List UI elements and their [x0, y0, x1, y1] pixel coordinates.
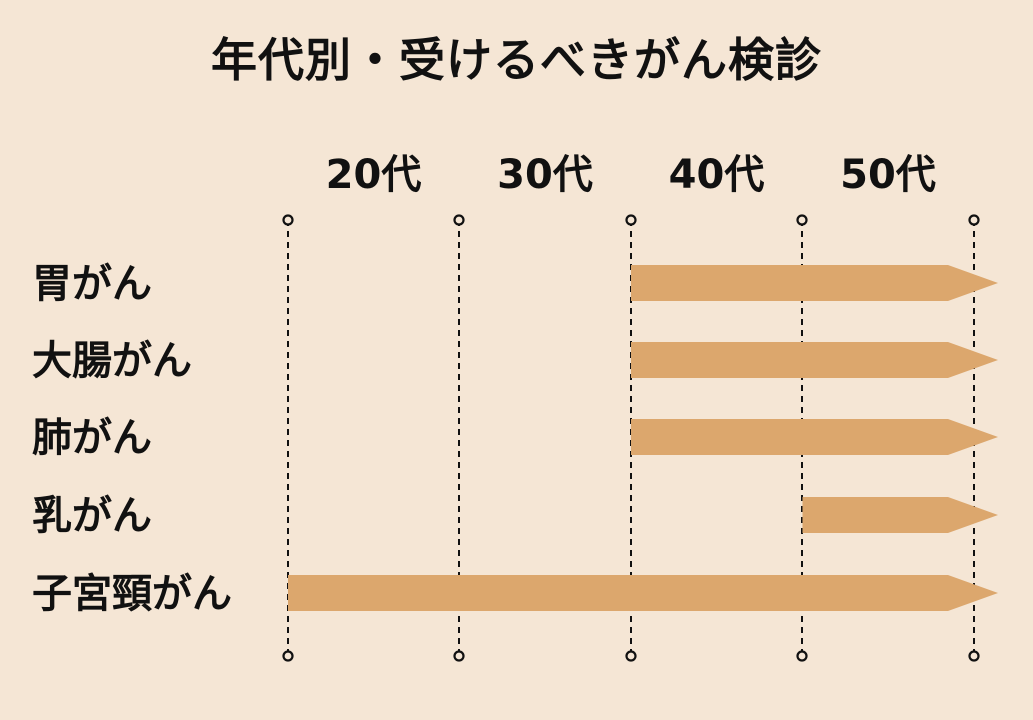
bar-3 — [802, 497, 998, 533]
x-tick-label: 40代 — [669, 152, 765, 198]
gridline-cap-2-top — [625, 214, 637, 226]
bar-0 — [631, 265, 998, 301]
gridline-cap-4-bottom — [968, 650, 980, 662]
gridline-cap-3-top — [796, 214, 808, 226]
bar-2 — [631, 419, 998, 455]
chart-title: 年代別・受けるべきがん検診 — [211, 33, 822, 87]
gridline-cap-1-bottom — [453, 650, 465, 662]
gridline-cap-2-bottom — [625, 650, 637, 662]
bar-4 — [288, 575, 998, 611]
x-tick-label: 30代 — [497, 152, 593, 198]
bars-group — [288, 265, 998, 611]
tick-labels-group: 20代 30代 40代 50代 — [326, 152, 936, 198]
gridline-cap-1-top — [453, 214, 465, 226]
gridline-cap-3-bottom — [796, 650, 808, 662]
row-label: 大腸がん — [32, 338, 192, 384]
x-tick-label: 20代 — [326, 152, 422, 198]
bar-1 — [631, 342, 998, 378]
gridline-cap-0-top — [282, 214, 294, 226]
row-label: 子宮頸がん — [32, 571, 232, 617]
row-label: 乳がん — [32, 493, 152, 539]
gridline-cap-0-bottom — [282, 650, 294, 662]
gridline-cap-4-top — [968, 214, 980, 226]
x-tick-label: 50代 — [840, 152, 936, 198]
row-label: 肺がん — [32, 415, 152, 461]
row-label: 胃がん — [32, 261, 152, 307]
